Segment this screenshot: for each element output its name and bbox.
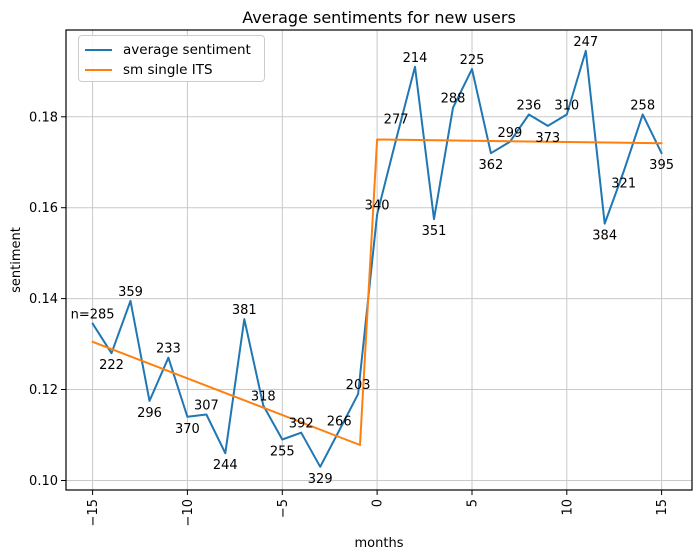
legend-line-sm-single-its-icon — [85, 68, 112, 72]
point-label: 236 — [516, 99, 541, 114]
point-label: 277 — [384, 113, 409, 128]
point-label: 340 — [365, 199, 390, 214]
series-line-sm-single-its — [91, 138, 663, 446]
x-tick-label: −10 — [181, 499, 196, 526]
point-label: 392 — [289, 417, 314, 432]
point-label: 266 — [327, 415, 352, 430]
point-label: 321 — [611, 176, 636, 191]
point-label: 233 — [156, 342, 181, 357]
point-label: n=285 — [71, 308, 115, 323]
series-line-average-sentiment — [91, 49, 663, 468]
point-label: 318 — [251, 390, 276, 405]
x-tick-label: 10 — [560, 499, 575, 516]
point-label: 307 — [194, 399, 219, 414]
point-label: 214 — [403, 51, 428, 66]
point-label: 222 — [99, 358, 124, 373]
point-label: 296 — [137, 406, 162, 421]
y-axis-label: sentiment — [9, 227, 24, 293]
point-label: 203 — [346, 378, 371, 393]
legend: average sentiment sm single ITS — [78, 35, 265, 82]
point-label: 359 — [118, 285, 143, 300]
point-label: 255 — [270, 445, 295, 460]
point-label: 258 — [630, 99, 655, 114]
y-tick-label: 0.18 — [29, 110, 58, 125]
x-tick-label: 5 — [466, 499, 481, 507]
legend-label-average-sentiment: average sentiment — [123, 42, 251, 58]
x-axis-label: months — [355, 536, 404, 551]
point-label: 225 — [460, 53, 485, 68]
point-label: 299 — [497, 126, 522, 141]
x-tick-label: −15 — [86, 499, 101, 526]
point-label: 310 — [554, 99, 579, 114]
point-label: 351 — [422, 224, 447, 239]
y-tick-label: 0.14 — [29, 292, 58, 307]
point-label: 395 — [649, 158, 674, 173]
y-tick-label: 0.12 — [29, 383, 58, 398]
x-tick-label: 0 — [371, 499, 386, 507]
point-label: 329 — [308, 472, 333, 487]
x-tick-label: 15 — [655, 499, 670, 516]
legend-item-sm-single-its: sm single ITS — [85, 60, 264, 80]
y-tick-label: 0.16 — [29, 201, 58, 216]
legend-line-average-sentiment-icon — [85, 48, 112, 52]
legend-label-sm-single-its: sm single ITS — [123, 62, 213, 78]
y-tick-label: 0.10 — [29, 474, 58, 489]
point-label: 373 — [535, 131, 560, 146]
x-tick-label: −5 — [276, 499, 291, 518]
point-label: 370 — [175, 422, 200, 437]
point-label: 247 — [573, 35, 598, 50]
chart-title: Average sentiments for new users — [242, 8, 516, 27]
legend-item-average-sentiment: average sentiment — [85, 40, 264, 60]
plot-border — [65, 29, 693, 491]
point-label: 244 — [213, 458, 238, 473]
point-label: 362 — [478, 158, 503, 173]
point-label: 384 — [592, 229, 617, 244]
point-label: 288 — [441, 92, 466, 107]
point-label: 381 — [232, 303, 257, 318]
